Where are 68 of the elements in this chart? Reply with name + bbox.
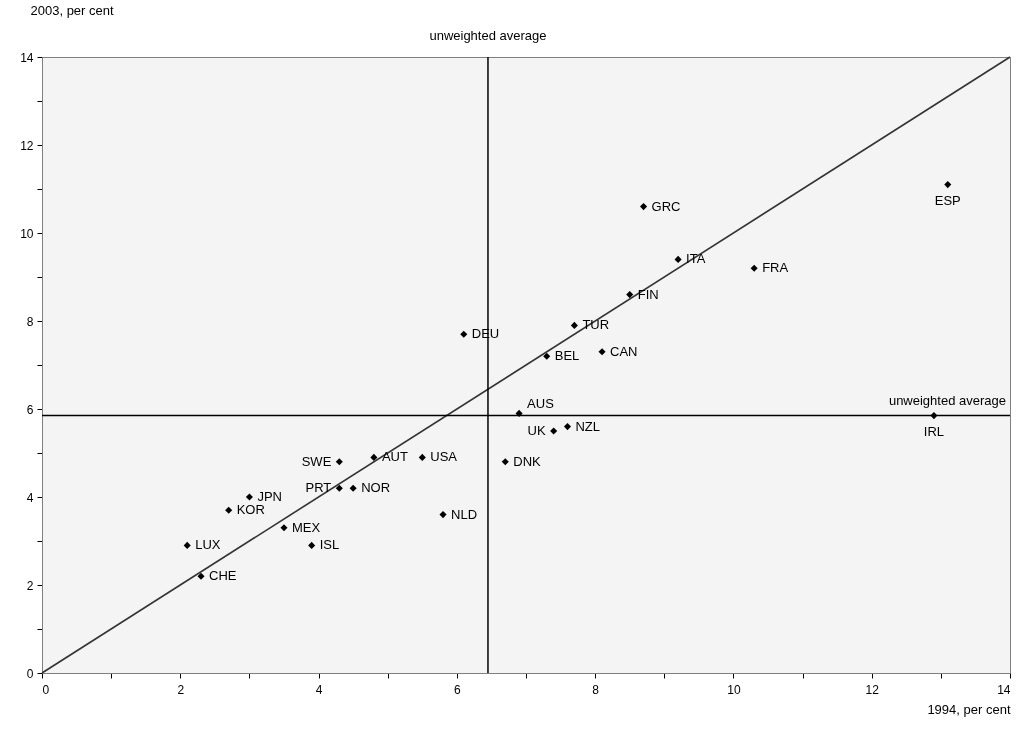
- point: [439, 511, 447, 519]
- annotation: GRC: [651, 198, 681, 214]
- y-tick-label: 6: [26, 402, 34, 417]
- annotation: AUS: [527, 396, 555, 412]
- point: [335, 484, 343, 492]
- point: [308, 541, 316, 549]
- x-tick-label: 14: [997, 682, 1011, 697]
- x-tick-label: 12: [865, 682, 880, 697]
- ref-line-label: unweighted average: [429, 28, 547, 43]
- annotation: NLD: [451, 506, 478, 522]
- x-tick-label: 6: [454, 682, 462, 697]
- point: [550, 427, 558, 435]
- annotation: FIN: [637, 286, 659, 302]
- point: [197, 572, 205, 580]
- point: [944, 181, 952, 189]
- y-tick-label: 2: [26, 578, 34, 593]
- point: [335, 458, 343, 466]
- annotation: PRT: [305, 480, 332, 496]
- annotation: KOR: [236, 502, 265, 518]
- ref-line-label: unweighted average: [888, 392, 1006, 408]
- annotation: BEL: [554, 348, 580, 364]
- point: [674, 255, 682, 263]
- point: [183, 541, 191, 549]
- point: [280, 524, 288, 532]
- y-tick-label: 8: [26, 314, 34, 329]
- annotation: NOR: [361, 480, 391, 496]
- annotation: DNK: [513, 453, 542, 469]
- point: [626, 291, 634, 299]
- annotation: ESP: [934, 192, 961, 208]
- point: [570, 321, 578, 329]
- annotation: FRA: [762, 260, 789, 276]
- annotation: SWE: [301, 453, 332, 469]
- point: [563, 423, 572, 431]
- annotation: ISL: [319, 537, 340, 553]
- point: [225, 506, 233, 514]
- annotation: IRL: [923, 423, 945, 439]
- annotation: LUX: [195, 537, 221, 553]
- point: [245, 493, 253, 501]
- x-tick-label: 4: [315, 682, 323, 697]
- y-tick-label: 14: [20, 50, 34, 65]
- point: [460, 330, 468, 338]
- y-tick-label: 10: [20, 226, 34, 241]
- annotation: JPN: [257, 489, 282, 504]
- annotation: AUT: [381, 449, 408, 465]
- point: [598, 348, 606, 356]
- annotation: USA: [430, 449, 458, 465]
- point: [750, 264, 758, 272]
- y-axis-title: 2003, per cent: [30, 2, 114, 18]
- x-tick-label: 8: [592, 682, 600, 697]
- y-tick-label: 4: [26, 490, 34, 505]
- point: [501, 458, 509, 466]
- x-tick-label: 2: [177, 682, 185, 697]
- annotation: CHE: [209, 568, 237, 584]
- y-tick-label: 12: [20, 138, 34, 153]
- x-tick-label: 0: [42, 682, 50, 697]
- x-axis-title: 1994, per cent: [927, 701, 1011, 717]
- y-tick-label: 0: [26, 666, 34, 681]
- point: [418, 453, 426, 461]
- annotation: CAN: [610, 343, 638, 359]
- point: [543, 352, 551, 360]
- point: [349, 484, 357, 492]
- annotation: NZL: [575, 418, 601, 434]
- annotation: UK: [527, 423, 546, 438]
- annotation: MEX: [292, 519, 321, 535]
- point: [640, 203, 648, 211]
- point: [515, 409, 523, 417]
- x-tick-label: 10: [727, 682, 741, 697]
- point: [370, 453, 378, 461]
